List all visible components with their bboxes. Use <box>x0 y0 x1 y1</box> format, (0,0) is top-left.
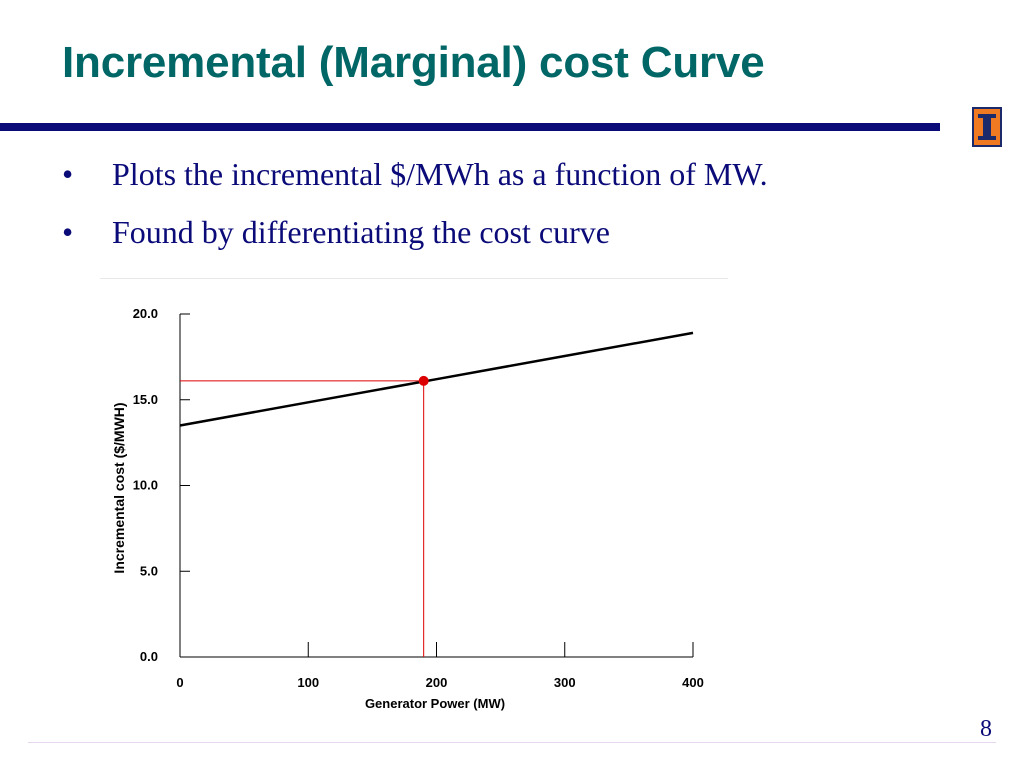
bullet-text: Plots the incremental $/MWh as a functio… <box>112 156 768 192</box>
x-tick-label: 300 <box>554 675 576 690</box>
operating-point-marker <box>418 375 429 386</box>
y-tick-label: 20.0 <box>133 306 158 321</box>
y-tick-label: 0.0 <box>140 649 158 664</box>
x-tick-label: 400 <box>682 675 704 690</box>
page-number: 8 <box>980 716 992 742</box>
chart-ticks: 0.0 5.0 10.0 15.0 20.0 0 100 200 300 400 <box>133 306 704 690</box>
x-axis-label: Generator Power (MW) <box>365 696 505 711</box>
bullet-list: • Plots the incremental $/MWh as a funct… <box>62 150 768 266</box>
y-tick-label: 15.0 <box>133 392 158 407</box>
x-tick-label: 100 <box>297 675 319 690</box>
y-axis-label: Incremental cost ($/MWH) <box>111 402 127 573</box>
y-tick-label: 10.0 <box>133 478 158 493</box>
bullet-item: • Plots the incremental $/MWh as a funct… <box>62 150 768 208</box>
title-rule <box>0 123 940 131</box>
y-tick-label: 5.0 <box>140 563 158 578</box>
bullet-dot: • <box>62 214 74 250</box>
chart-panel: 0.0 5.0 10.0 15.0 20.0 0 100 200 300 400 Generato… <box>100 278 728 718</box>
bullet-text: Found by differentiating the cost curve <box>112 214 610 250</box>
university-logo-icon <box>972 107 1002 147</box>
slide-title: Incremental (Marginal) cost Curve <box>62 38 765 87</box>
footer-rule <box>28 742 996 743</box>
incremental-cost-line <box>179 331 694 427</box>
incremental-cost-chart: 0.0 5.0 10.0 15.0 20.0 0 100 200 300 400 Generato… <box>111 306 704 711</box>
chart-panel-border <box>100 278 728 279</box>
chart-axes <box>179 314 693 658</box>
x-tick-label: 200 <box>426 675 448 690</box>
x-tick-label: 0 <box>176 675 183 690</box>
chart-marks <box>179 331 694 657</box>
bullet-item: • Found by differentiating the cost curv… <box>62 208 768 266</box>
bullet-dot: • <box>62 156 74 192</box>
